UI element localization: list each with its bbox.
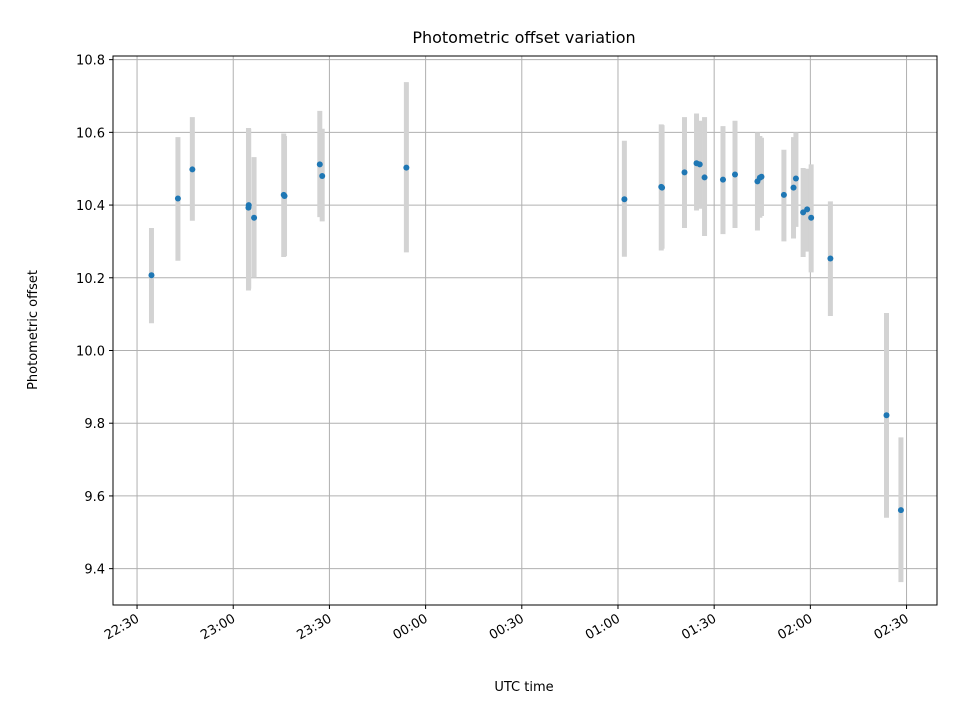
data-point [883,412,890,419]
data-point [792,175,799,182]
data-point [189,166,196,173]
data-point [897,507,904,514]
y-ticks: 9.4 9.6 9.8 10.0 10.2 10.4 10.6 10.8 [76,54,113,578]
data-point [804,206,811,213]
x-tick-label: 00:00 [391,611,431,643]
y-axis-label: Photometric offset [26,270,41,390]
y-tick-label: 10.0 [76,344,105,359]
data-point [319,172,326,179]
data-point [758,173,765,180]
y-tick-label: 9.6 [84,490,105,505]
data-point [403,164,410,171]
x-tick-label: 02:00 [775,611,815,643]
data-point [681,169,688,176]
y-tick-label: 9.4 [84,563,105,578]
data-point [780,191,787,198]
x-tick-label: 01:00 [583,611,623,643]
grid-layer [113,56,937,605]
y-tick-label: 10.8 [76,54,105,69]
data-point [148,272,155,279]
x-tick-label: 23:00 [198,611,238,643]
chart-title: Photometric offset variation [412,28,635,47]
x-tick-label: 02:30 [872,611,912,643]
x-tick-label: 01:30 [679,611,719,643]
x-tick-label: 23:30 [294,611,334,643]
data-point [790,184,797,191]
data-point [281,192,288,199]
data-point [659,184,666,191]
data-point [316,161,323,168]
x-tick-label: 00:30 [487,611,527,643]
data-point [696,161,703,168]
data-point [719,176,726,183]
data-point [621,196,628,203]
y-tick-label: 10.6 [76,126,105,141]
x-axis-label: UTC time [494,680,553,695]
data-point [701,174,708,181]
data-point [251,214,258,221]
data-point [808,214,815,221]
x-tick-label: 22:30 [102,611,142,643]
error-bars-layer [148,82,904,583]
data-point [827,255,834,262]
y-tick-label: 10.2 [76,272,105,287]
x-ticks: 22:30 23:00 23:30 00:00 00:30 01:00 01:30 02:00… [102,605,912,643]
y-tick-label: 9.8 [84,417,105,432]
y-tick-label: 10.4 [76,199,105,214]
data-point [245,202,252,209]
points-layer [148,160,904,514]
plot-frame [112,55,938,606]
data-point [732,171,739,178]
data-point [174,195,181,202]
